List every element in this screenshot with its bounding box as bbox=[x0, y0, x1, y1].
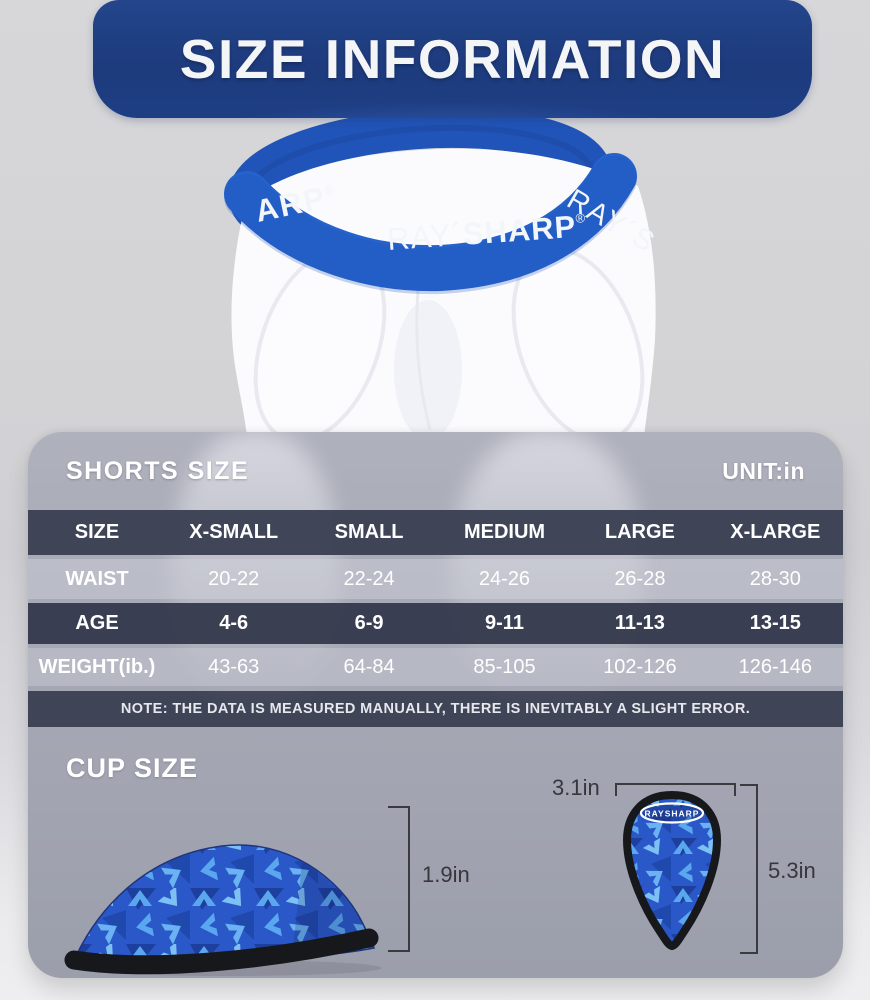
cell: 13-15 bbox=[749, 612, 801, 634]
cup-size-title: CUP SIZE bbox=[66, 753, 199, 783]
cell: 26-28 bbox=[614, 567, 666, 590]
waistband-brand-center: RAY´SHARP® bbox=[386, 208, 588, 257]
table-row-waist: WAIST 20-22 22-24 24-26 26-28 28-30 bbox=[28, 559, 843, 599]
cell: 6-9 bbox=[354, 612, 384, 634]
leg-hint-right bbox=[453, 432, 643, 707]
row-label: WEIGHT(ib.) bbox=[38, 655, 156, 678]
cup-diagrams: 1.9in 3.1in bbox=[28, 775, 843, 978]
note-text: NOTE: THE DATA IS MEASURED MANUALLY, THE… bbox=[120, 701, 751, 717]
info-panel: SHORTS SIZE UNIT:in SIZE X-SMALL SMALL M… bbox=[28, 432, 843, 978]
col-header: SMALL bbox=[334, 521, 404, 543]
crotch-shading bbox=[394, 300, 462, 440]
col-header: X-LARGE bbox=[730, 521, 821, 543]
col-header: MEDIUM bbox=[463, 521, 546, 543]
table-row-age: AGE 4-6 6-9 9-11 11-13 13-15 bbox=[28, 603, 843, 644]
table-row-weight: WEIGHT(ib.) 43-63 64-84 85-105 102-126 1… bbox=[28, 648, 843, 686]
cup-front-view: RAYSHARP bbox=[622, 790, 722, 951]
cell: 20-22 bbox=[208, 567, 260, 590]
shorts-size-title: SHORTS SIZE bbox=[66, 456, 250, 485]
unit-label: UNIT:in bbox=[722, 457, 805, 484]
cell: 4-6 bbox=[219, 612, 249, 634]
table-note-row: NOTE: THE DATA IS MEASURED MANUALLY, THE… bbox=[28, 691, 843, 727]
leg-hint-left bbox=[173, 432, 338, 707]
front-width-label: 3.1in bbox=[552, 775, 600, 800]
cell: 43-63 bbox=[208, 655, 260, 678]
table-header-row: SIZE X-SMALL SMALL MEDIUM LARGE X-LARGE bbox=[28, 510, 843, 555]
front-height-label: 5.3in bbox=[768, 858, 816, 883]
col-header: X-SMALL bbox=[189, 521, 279, 543]
shorts-product-photo: ARP® RAY´SHARP® RAY´S bbox=[224, 107, 661, 466]
front-height-bracket bbox=[740, 784, 758, 954]
row-label: WAIST bbox=[65, 567, 129, 590]
cup-logo-text: RAYSHARP bbox=[645, 809, 700, 819]
cell: 11-13 bbox=[614, 612, 665, 634]
header-banner: SIZE INFORMATION bbox=[93, 0, 812, 118]
page-title: SIZE INFORMATION bbox=[179, 28, 726, 90]
cup-side-view bbox=[64, 844, 382, 976]
cup-logo-oval bbox=[639, 802, 705, 824]
waistband-shade bbox=[224, 156, 637, 295]
cell: 28-30 bbox=[749, 567, 801, 590]
waistband-front bbox=[224, 153, 637, 292]
cell: 85-105 bbox=[473, 655, 536, 678]
cell: 102-126 bbox=[603, 655, 677, 678]
cup-front-shape bbox=[622, 790, 722, 951]
cell: 64-84 bbox=[343, 655, 395, 678]
col-header: SIZE bbox=[74, 521, 120, 543]
cell: 126-146 bbox=[738, 655, 812, 678]
cup-rim bbox=[64, 928, 379, 975]
cell: 24-26 bbox=[478, 567, 531, 590]
front-width-bracket bbox=[615, 783, 736, 796]
side-height-bracket bbox=[388, 806, 410, 952]
cell: 9-11 bbox=[485, 612, 524, 634]
col-header: LARGE bbox=[604, 521, 675, 543]
table-title-row: SHORTS SIZE UNIT:in bbox=[28, 432, 843, 510]
side-height-label: 1.9in bbox=[422, 862, 470, 887]
row-label: AGE bbox=[75, 612, 119, 634]
cell: 22-24 bbox=[343, 567, 395, 590]
size-table: SIZE X-SMALL SMALL MEDIUM LARGE X-LARGE … bbox=[28, 510, 843, 727]
